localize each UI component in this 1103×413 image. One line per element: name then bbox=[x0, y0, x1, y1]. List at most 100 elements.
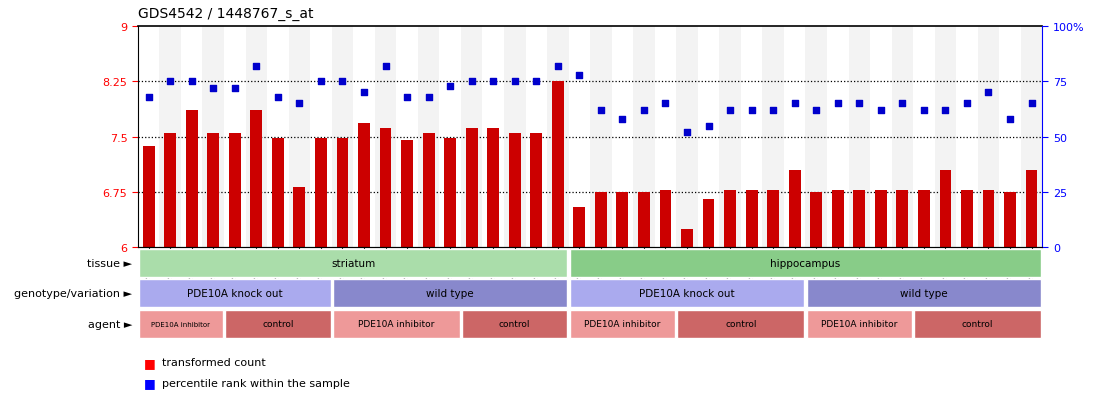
Text: control: control bbox=[962, 320, 994, 329]
Bar bbox=[508, 134, 521, 248]
Bar bbox=[569, 249, 1041, 277]
Text: PDE10A knock out: PDE10A knock out bbox=[640, 289, 735, 299]
Bar bbox=[827, 27, 848, 248]
Point bbox=[570, 72, 588, 79]
Point bbox=[398, 94, 416, 101]
Bar bbox=[142, 146, 154, 248]
Point bbox=[549, 63, 567, 70]
Bar bbox=[531, 134, 543, 248]
Point bbox=[850, 101, 868, 107]
Point bbox=[1022, 101, 1040, 107]
Bar bbox=[358, 124, 370, 248]
Point bbox=[247, 63, 265, 70]
Bar bbox=[225, 310, 331, 338]
Bar bbox=[1020, 27, 1042, 248]
Text: PDE10A inhibitor: PDE10A inhibitor bbox=[358, 320, 435, 329]
Bar bbox=[977, 27, 999, 248]
Bar bbox=[228, 134, 240, 248]
Text: striatum: striatum bbox=[331, 258, 375, 268]
Text: agent ►: agent ► bbox=[88, 319, 132, 329]
Bar bbox=[375, 27, 396, 248]
Point bbox=[140, 94, 158, 101]
Text: ■: ■ bbox=[143, 356, 156, 369]
Bar bbox=[590, 27, 612, 248]
Bar bbox=[806, 280, 1041, 308]
Point bbox=[785, 101, 803, 107]
Bar bbox=[617, 192, 629, 248]
Point bbox=[656, 101, 674, 107]
Bar bbox=[293, 188, 306, 248]
Point bbox=[484, 79, 502, 85]
Text: ■: ■ bbox=[143, 376, 156, 389]
Bar bbox=[870, 27, 891, 248]
Bar bbox=[203, 27, 224, 248]
Bar bbox=[638, 192, 650, 248]
Point bbox=[333, 79, 351, 85]
Point bbox=[269, 94, 287, 101]
Bar bbox=[832, 190, 844, 248]
Bar bbox=[525, 27, 547, 248]
Point bbox=[721, 107, 739, 114]
Bar bbox=[181, 27, 203, 248]
Point bbox=[764, 107, 782, 114]
Bar bbox=[725, 190, 736, 248]
Text: transformed count: transformed count bbox=[162, 357, 266, 367]
Bar bbox=[139, 280, 331, 308]
Point bbox=[613, 116, 631, 123]
Bar bbox=[595, 192, 607, 248]
Bar bbox=[811, 192, 822, 248]
Bar bbox=[139, 249, 567, 277]
Point bbox=[527, 79, 545, 85]
Bar bbox=[401, 141, 413, 248]
Bar bbox=[574, 207, 586, 248]
Point bbox=[893, 101, 911, 107]
Bar bbox=[267, 27, 289, 248]
Bar bbox=[289, 27, 310, 248]
Point bbox=[959, 101, 976, 107]
Text: percentile rank within the sample: percentile rank within the sample bbox=[162, 378, 350, 388]
Bar bbox=[660, 190, 672, 248]
Bar bbox=[396, 27, 418, 248]
Bar bbox=[789, 171, 801, 248]
Text: hippocampus: hippocampus bbox=[770, 258, 840, 268]
Bar bbox=[569, 280, 804, 308]
Point bbox=[312, 79, 330, 85]
Bar bbox=[681, 229, 693, 248]
Point bbox=[355, 90, 373, 97]
Bar bbox=[633, 27, 655, 248]
Point bbox=[592, 107, 610, 114]
Bar bbox=[333, 280, 568, 308]
Bar bbox=[854, 190, 865, 248]
Bar bbox=[547, 27, 568, 248]
Bar bbox=[379, 128, 392, 248]
Bar bbox=[784, 27, 805, 248]
Bar bbox=[164, 134, 176, 248]
Point bbox=[936, 107, 954, 114]
Bar bbox=[848, 27, 870, 248]
Text: tissue ►: tissue ► bbox=[87, 258, 132, 268]
Bar bbox=[139, 310, 223, 338]
Point bbox=[377, 63, 395, 70]
Bar bbox=[806, 310, 912, 338]
Bar bbox=[940, 171, 952, 248]
Point bbox=[204, 85, 222, 92]
Text: wild type: wild type bbox=[427, 289, 474, 299]
Bar bbox=[1004, 192, 1016, 248]
Bar bbox=[552, 81, 564, 248]
Bar bbox=[703, 200, 715, 248]
Text: PDE10A inhibitor: PDE10A inhibitor bbox=[151, 321, 211, 327]
Point bbox=[290, 101, 308, 107]
Bar bbox=[138, 27, 160, 248]
Bar bbox=[746, 190, 758, 248]
Bar bbox=[465, 128, 478, 248]
Bar bbox=[488, 128, 500, 248]
Text: wild type: wild type bbox=[900, 289, 947, 299]
Point bbox=[463, 79, 481, 85]
Bar bbox=[353, 27, 375, 248]
Bar bbox=[207, 134, 219, 248]
Point bbox=[161, 79, 179, 85]
Bar bbox=[461, 27, 482, 248]
Text: GDS4542 / 1448767_s_at: GDS4542 / 1448767_s_at bbox=[138, 7, 313, 21]
Text: control: control bbox=[499, 320, 531, 329]
Bar bbox=[445, 139, 456, 248]
